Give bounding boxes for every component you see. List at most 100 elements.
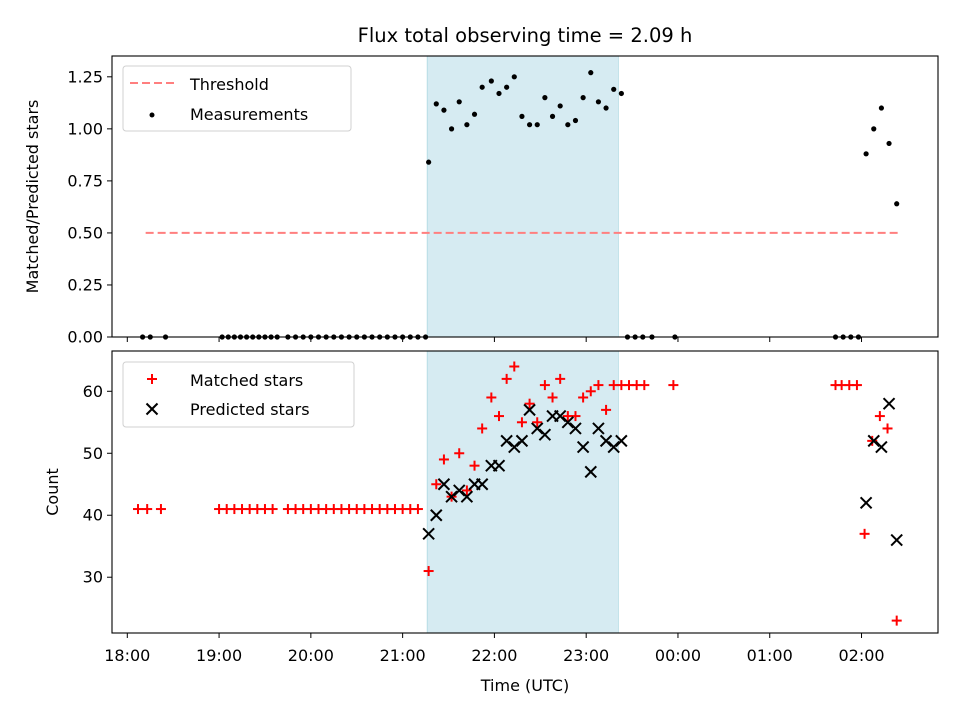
matched-point [524,398,535,409]
predicted-point [882,397,896,410]
matched-point [874,411,885,422]
predicted-stars-series [422,397,903,547]
matched-point [851,380,862,391]
measurement-point [618,90,624,97]
matched-point [585,386,596,397]
top-y-axis: 0.00 0.25 0.50 0.75 1.00 1.25 [67,67,112,347]
measurement-point [534,122,540,128]
bottom-axes-frame [111,350,939,634]
matched-point [532,417,543,428]
measurement-point [588,70,594,76]
cross-b [437,478,451,491]
legend-measurements-marker [149,112,155,118]
measurement-point [433,101,439,107]
matched-point [477,423,488,434]
legend-cross [145,402,159,416]
measurement-point [549,113,556,119]
predicted-point [859,496,873,510]
measurement-point [886,140,892,147]
matched-point [486,392,497,403]
measurement-point [557,103,563,109]
top-y-axis-label: Matched/Predicted stars [23,100,42,294]
legend-plus [147,374,157,384]
y-tick-label: 0.75 [67,171,103,190]
measurement-point [542,95,548,101]
cross-b [592,422,605,435]
legend-predicted-label: Predicted stars [190,400,310,419]
cross-b [859,496,873,510]
measurement-point [595,99,602,105]
cross-b [599,434,613,448]
y-tick-label: 0.25 [67,275,103,294]
top-x-ticks [126,337,863,342]
matched-point [438,454,449,465]
predicted-point [523,403,536,417]
cross-b [607,440,620,454]
predicted-point [500,434,513,448]
cross-b [145,402,159,416]
matched-point [570,411,581,422]
predicted-point [492,459,506,472]
matched-point [539,380,550,391]
measurement-point [572,117,579,124]
cross-b [492,459,506,472]
matched-point [882,423,893,434]
cross-b [508,440,521,454]
matched-point [891,615,902,626]
measurement-point [471,111,478,117]
y-tick-label: 1.00 [67,119,103,138]
top-axes-frame [111,55,939,338]
predicted-point [531,422,544,435]
cross-b [882,397,896,410]
matched-point [454,448,465,459]
y-tick-label: 30 [83,568,103,587]
legend-predicted-marker [145,402,159,416]
cross-b [531,422,544,435]
matched-point [593,380,604,391]
cross-b [430,509,443,522]
matched-point [133,504,144,515]
cross-b [875,440,888,454]
measurement-point [448,126,455,132]
predicted-point [445,490,458,503]
cross-b [576,440,590,454]
cross-b [523,403,536,417]
cross-b [500,434,513,448]
predicted-point [508,440,521,454]
x-tick-label: 21:00 [380,646,426,665]
predicted-point [599,434,613,448]
matched-point [639,380,650,391]
bottom-y-axis: 30 40 50 60 [83,382,112,587]
measurement-point [526,122,533,128]
measurement-point [580,95,586,101]
matched-point [155,504,166,515]
predicted-point [453,484,466,497]
measurement-point [504,84,510,90]
legend-measurements-label: Measurements [190,105,308,124]
predicted-point [553,409,567,423]
predicted-point [561,416,575,429]
matched-point [555,373,566,384]
legend-matched-label: Matched stars [190,371,303,390]
measurement-point [456,99,462,105]
matched-point [859,528,870,539]
legend-threshold-label: Threshold [189,75,269,94]
y-tick-label: 0.50 [67,223,103,242]
x-tick-label: 01:00 [747,646,793,665]
y-tick-label: 1.25 [67,67,103,86]
measurement-point [426,159,432,165]
y-tick-label: 40 [83,506,103,525]
bottom-panel: 30 40 50 60 18:00 19:00 20:00 21:00 22:00 23:00 0… [43,350,939,695]
x-tick-label: 19:00 [196,646,242,665]
predicted-point [515,434,529,448]
predicted-point [422,527,435,541]
measurement-point [479,84,485,90]
cross-b [615,434,628,448]
predicted-point [607,440,620,454]
measurement-point [464,122,470,128]
cross-b [475,478,489,491]
top-legend: Threshold Measurements [122,65,352,132]
x-tick-label: 00:00 [655,646,701,665]
predicted-point [592,422,605,435]
